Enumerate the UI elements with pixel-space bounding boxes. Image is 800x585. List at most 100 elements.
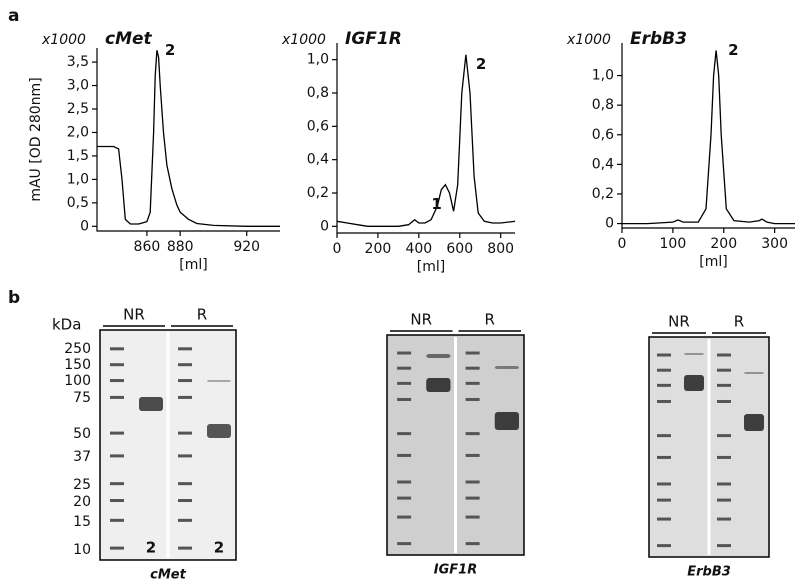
peak-label: 2	[476, 55, 486, 73]
axis	[621, 43, 795, 229]
x-tick-label: 100	[660, 236, 687, 252]
protein-band	[207, 380, 231, 382]
protein-band	[494, 366, 519, 369]
ladder-band	[717, 482, 731, 486]
ladder-band	[717, 383, 731, 387]
y-tick-label: 1,0	[307, 52, 329, 68]
lane-header: NR	[668, 313, 690, 331]
protein-band	[684, 375, 704, 391]
x-axis-label: [ml]	[699, 254, 727, 270]
marker-label: 15	[73, 514, 91, 530]
ladder-band	[397, 515, 412, 519]
ladder-band	[465, 515, 480, 519]
ladder-band	[178, 363, 192, 367]
y-tick-label: 0,8	[307, 85, 329, 101]
panel-label: a	[8, 6, 19, 26]
ladder-band	[657, 544, 671, 548]
ladder-band	[178, 347, 192, 351]
protein-band	[744, 372, 764, 374]
unit-label: kDa	[52, 316, 81, 334]
ladder-band	[465, 366, 480, 370]
y-axis-label: mAU [OD 280nm]	[28, 77, 44, 201]
ladder-band	[110, 379, 124, 383]
ladder-band	[465, 480, 480, 484]
trace	[97, 50, 280, 227]
protein-band	[684, 353, 704, 355]
y-tick-label: 3,0	[67, 78, 89, 94]
ladder-band	[110, 431, 124, 435]
marker-label: 150	[64, 357, 91, 373]
y-tick-label: 1,5	[67, 148, 89, 164]
marker-label: 50	[73, 426, 91, 442]
y-tick-label: 0	[605, 216, 614, 232]
ladder-band	[657, 517, 671, 521]
peak-label: 2	[728, 41, 738, 59]
x-tick-label: 200	[710, 236, 737, 252]
ladder-band	[717, 399, 731, 403]
ladder-band	[397, 453, 412, 457]
x-tick-label: 0	[618, 236, 627, 252]
ladder-band	[397, 496, 412, 500]
ladder-band	[657, 482, 671, 486]
multiplier: x1000	[281, 32, 326, 48]
ladder-band	[465, 351, 480, 355]
gel-caption: ErbB3	[687, 565, 731, 580]
x-tick-label: 860	[134, 239, 161, 255]
protein-band	[426, 354, 451, 358]
ladder-band	[717, 544, 731, 548]
chart-title: IGF1R	[345, 29, 402, 49]
x-tick-label: 920	[233, 239, 260, 255]
y-tick-label: 2,5	[67, 101, 89, 117]
ladder-band	[657, 383, 671, 387]
x-tick-label: 880	[167, 239, 194, 255]
ladder-band	[178, 518, 192, 522]
y-tick-label: 0,6	[307, 118, 329, 134]
ladder-band	[397, 542, 412, 546]
ladder-band	[397, 397, 412, 401]
y-tick-label: 0	[320, 218, 329, 234]
lane-header: NR	[123, 306, 145, 324]
peak-label: 2	[165, 41, 175, 59]
ladder-band	[110, 395, 124, 399]
x-tick-label: 300	[761, 236, 788, 252]
lane-header: R	[485, 311, 495, 329]
ladder-band	[397, 432, 412, 436]
marker-label: 100	[64, 373, 91, 389]
ladder-band	[178, 454, 192, 458]
panel-label: b	[8, 288, 20, 308]
y-tick-label: 3,5	[67, 54, 89, 70]
protein-band	[426, 378, 451, 392]
ladder-band	[657, 455, 671, 459]
multiplier: x1000	[566, 32, 611, 48]
x-axis-label: [ml]	[417, 259, 445, 275]
marker-label: 75	[73, 390, 91, 406]
ladder-band	[717, 368, 731, 372]
y-tick-label: 0,5	[67, 195, 89, 211]
gel-caption: IGF1R	[434, 563, 477, 578]
ladder-band	[717, 434, 731, 438]
lane-label: 2	[146, 539, 156, 557]
ladder-band	[397, 366, 412, 370]
ladder-band	[465, 453, 480, 457]
chart-title: cMet	[105, 29, 153, 49]
marker-label: 25	[73, 477, 91, 493]
trace	[622, 50, 795, 225]
ladder-band	[657, 353, 671, 357]
x-tick-label: 0	[333, 241, 342, 257]
axis	[336, 43, 515, 234]
ladder-band	[110, 363, 124, 367]
ladder-band	[717, 353, 731, 357]
ladder-band	[110, 518, 124, 522]
ladder-band	[178, 431, 192, 435]
chart-title: ErbB3	[630, 29, 687, 49]
y-tick-label: 0	[80, 218, 89, 234]
ladder-band	[657, 434, 671, 438]
ladder-band	[397, 351, 412, 355]
y-tick-label: 0,2	[592, 186, 614, 202]
ladder-band	[465, 542, 480, 546]
marker-label: 20	[73, 494, 91, 510]
ladder-band	[717, 498, 731, 502]
ladder-band	[178, 482, 192, 486]
ladder-band	[717, 517, 731, 521]
